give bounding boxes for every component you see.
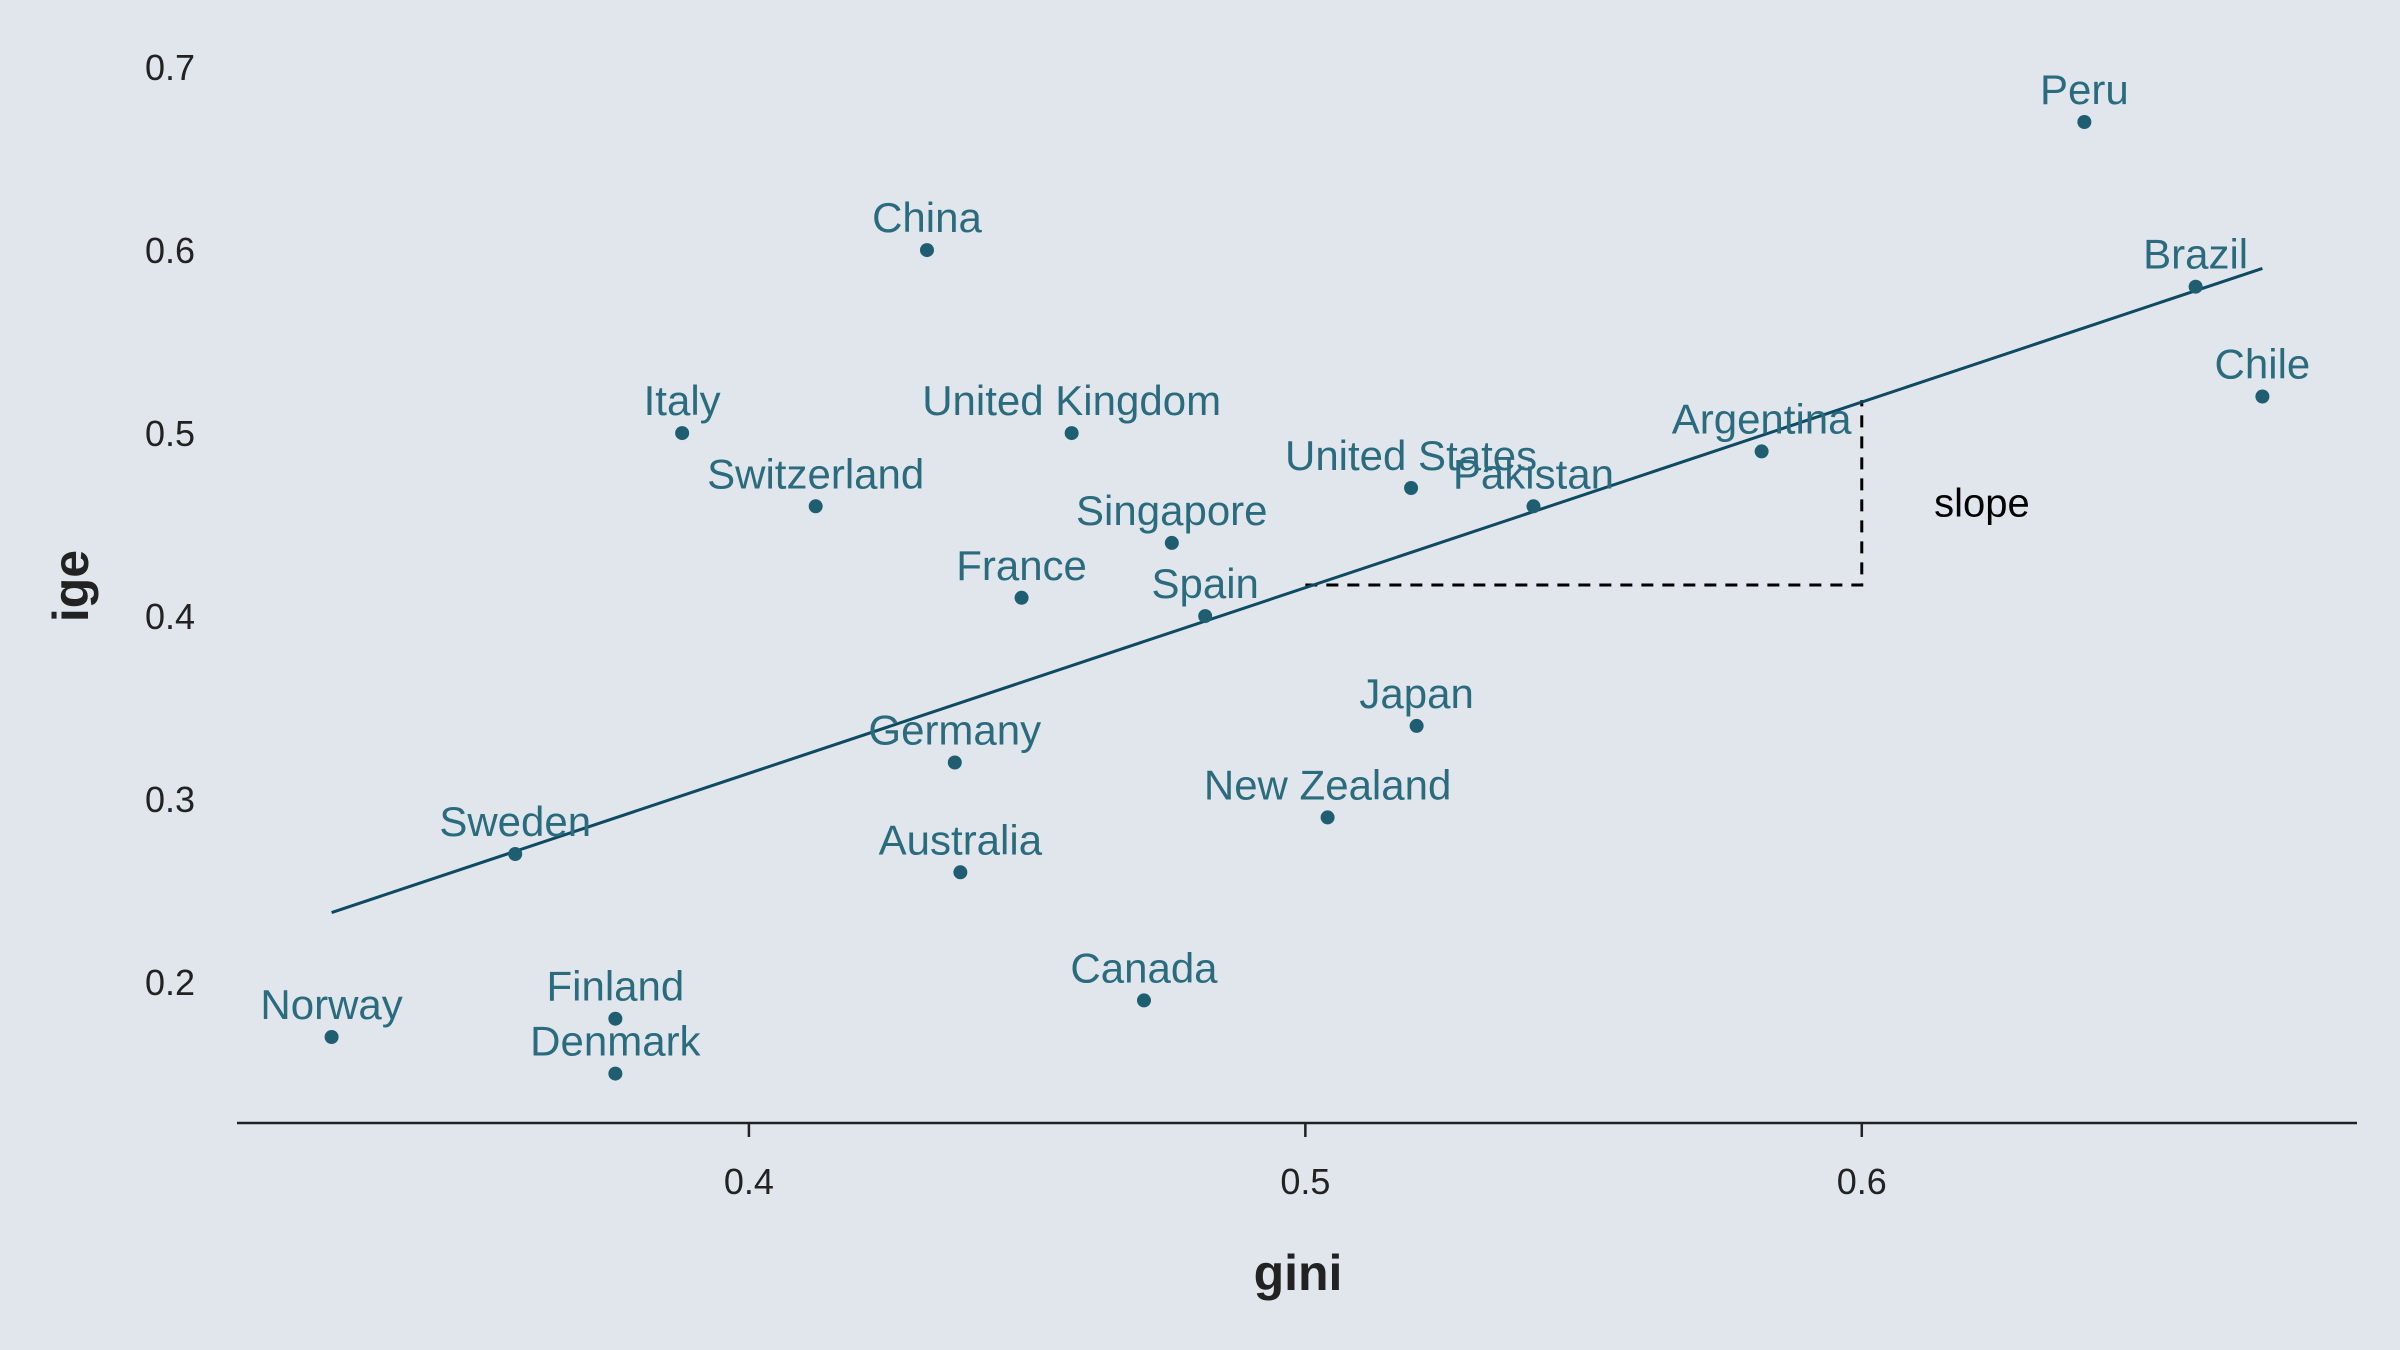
regression-line (331, 266, 2263, 914)
label-france: France (956, 542, 1087, 589)
label-italy: Italy (644, 377, 721, 424)
y-tick-label: 0.6 (145, 230, 195, 271)
point-chile (2255, 389, 2270, 404)
y-axis-title: ige (43, 550, 99, 622)
label-united-states: United States (1285, 432, 1537, 479)
point-germany (947, 755, 962, 770)
point-spain (1198, 609, 1213, 624)
point-finland (608, 1011, 623, 1026)
label-new-zealand: New Zealand (1204, 761, 1451, 808)
point-italy (675, 426, 690, 441)
label-canada: Canada (1070, 944, 1218, 991)
point-japan (1409, 718, 1424, 733)
point-united-kingdom (1064, 426, 1079, 441)
point-australia (953, 865, 968, 880)
label-singapore: Singapore (1076, 487, 1267, 534)
slope-annotation: slope (1934, 482, 2030, 526)
point-brazil (2188, 279, 2203, 294)
label-japan: Japan (1359, 670, 1473, 717)
y-tick-label: 0.7 (145, 47, 195, 88)
point-peru (2077, 114, 2092, 129)
axis-ticks: 0.4 0.5 0.6 0.2 0.3 0.4 0.5 0.6 0.7 (145, 47, 1887, 1202)
label-denmark: Denmark (530, 1018, 701, 1065)
label-china: China (872, 194, 982, 241)
label-sweden: Sweden (439, 798, 591, 845)
point-france (1014, 590, 1029, 605)
slope-triangle-dashed (1305, 400, 1864, 587)
point-argentina (1754, 444, 1769, 459)
x-axis-title: gini (1254, 1245, 1343, 1301)
label-switzerland: Switzerland (707, 450, 924, 497)
label-australia: Australia (879, 816, 1043, 863)
label-norway: Norway (260, 981, 402, 1028)
annotations: slope (1934, 482, 2030, 526)
point-labels: Norway Denmark Finland Sweden Italy Switzerla… (260, 66, 2310, 1065)
fit-line-group (331, 266, 2263, 914)
label-chile: Chile (2215, 340, 2311, 387)
point-norway (324, 1029, 339, 1044)
point-china (919, 243, 934, 258)
y-tick-label: 0.5 (145, 413, 195, 454)
label-pakistan: Pakistan (1453, 450, 1614, 497)
y-tick-label: 0.2 (145, 962, 195, 1003)
x-tick-label: 0.5 (1280, 1161, 1330, 1202)
label-brazil: Brazil (2143, 231, 2248, 278)
data-points (324, 114, 2270, 1081)
point-pakistan (1526, 499, 1541, 514)
y-tick-label: 0.3 (145, 779, 195, 820)
x-tick-label: 0.4 (724, 1161, 774, 1202)
point-singapore (1164, 535, 1179, 550)
point-sweden (508, 846, 523, 861)
point-canada (1136, 993, 1151, 1008)
label-united-kingdom: United Kingdom (922, 377, 1221, 424)
point-united-states (1404, 480, 1419, 495)
point-new-zealand (1320, 810, 1335, 825)
x-tick-label: 0.6 (1837, 1161, 1887, 1202)
slope-triangle (1305, 400, 1864, 587)
label-germany: Germany (868, 706, 1041, 753)
label-argentina: Argentina (1672, 395, 1852, 442)
point-denmark (608, 1066, 623, 1081)
label-peru: Peru (2040, 66, 2129, 113)
label-finland: Finland (546, 963, 684, 1010)
y-tick-label: 0.4 (145, 596, 195, 637)
point-switzerland (808, 499, 823, 514)
label-spain: Spain (1151, 560, 1258, 607)
